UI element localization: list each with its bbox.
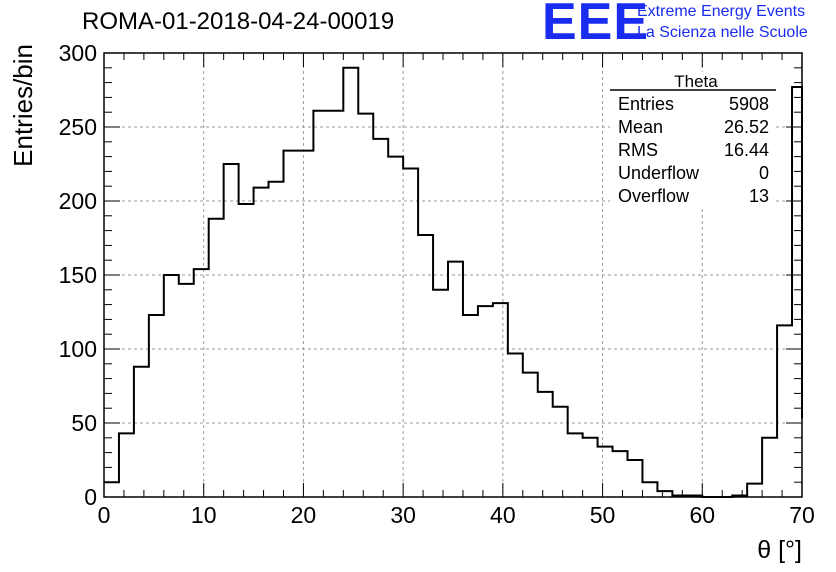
stats-value-rms: 16.44	[724, 140, 769, 160]
histogram-bin-1	[119, 433, 134, 497]
histogram-bin-16	[343, 68, 358, 497]
y-tick-label-250: 250	[59, 114, 97, 140]
x-tick-label-20: 20	[291, 502, 317, 528]
stats-value-mean: 26.52	[724, 117, 769, 137]
histogram-bin-46	[792, 87, 802, 497]
histogram-bin-4	[164, 275, 179, 497]
y-tick-label-100: 100	[59, 336, 97, 362]
stats-value-underflow: 0	[759, 163, 769, 183]
histogram-bin-13	[298, 151, 313, 497]
stats-label-underflow: Underflow	[618, 163, 700, 183]
y-tick-label-150: 150	[59, 262, 97, 288]
logo-mark: EEE	[542, 0, 650, 51]
x-tick-label-60: 60	[689, 502, 715, 528]
histogram-bin-30	[553, 407, 568, 497]
stats-value-overflow: 13	[749, 186, 769, 206]
stats-box-bg	[610, 72, 776, 208]
x-tick-label-50: 50	[590, 502, 616, 528]
histogram-bin-25	[478, 306, 493, 497]
logo-line1: Extreme Energy Events	[637, 3, 806, 20]
stats-label-entries: Entries	[618, 94, 674, 114]
histogram-bin-12	[283, 151, 298, 497]
histogram-bin-14	[313, 111, 328, 497]
histogram-bin-28	[523, 373, 538, 497]
x-tick-label-30: 30	[390, 502, 416, 528]
histogram-bin-37	[657, 491, 672, 497]
histogram-bin-0	[104, 482, 119, 497]
histogram-bin-35	[628, 460, 643, 497]
histogram-bin-3	[149, 315, 164, 497]
histogram-bin-6	[194, 269, 209, 497]
x-tick-label-70: 70	[789, 502, 815, 528]
axes: 0 10 20 30 40 50 60 70 0 50 100 150 200 250 300 θ [°] En…	[8, 40, 815, 564]
histogram-bin-33	[598, 447, 613, 497]
x-tick-label-0: 0	[98, 502, 111, 528]
histogram-bin-29	[538, 392, 553, 497]
histogram-bin-44	[762, 438, 777, 497]
histogram-bin-45	[777, 325, 792, 497]
histogram-bin-10	[254, 188, 269, 497]
histogram-bin-2	[134, 367, 149, 497]
stats-label-mean: Mean	[618, 117, 663, 137]
stats-label-overflow: Overflow	[618, 186, 690, 206]
histogram-bin-18	[373, 139, 388, 497]
histogram-bin-19	[388, 157, 403, 497]
histogram-bin-15	[328, 111, 343, 497]
histogram-bin-43	[747, 484, 762, 497]
histogram-bin-20	[403, 168, 418, 497]
y-tick-label-0: 0	[84, 484, 97, 510]
histogram-bin-17	[358, 114, 373, 497]
histogram-bin-34	[613, 451, 628, 497]
histogram-bin-8	[224, 164, 239, 497]
x-tick-label-40: 40	[490, 502, 516, 528]
histogram-bin-7	[209, 219, 224, 497]
x-axis-label: θ [°]	[757, 536, 802, 564]
stats-label-rms: RMS	[618, 140, 658, 160]
histogram-bin-31	[568, 433, 583, 497]
histogram-bin-24	[463, 315, 478, 497]
histogram-bin-26	[493, 303, 508, 497]
stats-box-title: Theta	[674, 72, 718, 91]
stats-value-entries: 5908	[729, 94, 769, 114]
histogram-bin-22	[433, 290, 448, 497]
histogram-bin-21	[418, 235, 433, 497]
histogram-bin-5	[179, 284, 194, 497]
histogram-bin-27	[508, 353, 523, 497]
histogram-bin-9	[239, 204, 254, 497]
y-tick-label-50: 50	[71, 410, 97, 436]
histogram-bin-32	[583, 438, 598, 497]
y-axis-label: Entries/bin	[8, 44, 38, 167]
y-tick-label-200: 200	[59, 188, 97, 214]
logo-line2: La Scienza nelle Scuole	[637, 24, 808, 41]
y-tick-label-300: 300	[59, 40, 97, 66]
x-tick-label-10: 10	[191, 502, 217, 528]
histogram-bin-23	[448, 262, 463, 497]
histogram-bin-11	[269, 182, 284, 497]
eee-logo: EEE Extreme Energy Events La Scienza nel…	[540, 0, 836, 48]
chart-title: ROMA-01-2018-04-24-00019	[82, 8, 395, 35]
histogram-bin-36	[642, 482, 657, 497]
